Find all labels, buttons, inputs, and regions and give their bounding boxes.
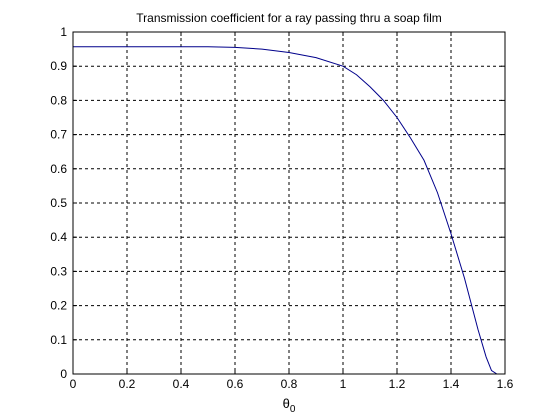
series-line (73, 46, 498, 375)
y-tick-label: 0.5 (50, 196, 67, 210)
x-tick-label: 0 (70, 377, 77, 391)
x-tick-label: 1.4 (443, 377, 460, 391)
x-axis-label-subscript: 0 (290, 404, 296, 415)
x-tick-label: 1 (340, 377, 347, 391)
y-tick-label: 0 (60, 367, 67, 381)
chart-title: Transmission coefficient for a ray passi… (136, 11, 441, 25)
y-tick-labels: 0 0.1 0.2 0.3 0.4 0.5 0.6 0.7 0.8 0.9 1 (50, 25, 67, 381)
grid-lines (73, 32, 505, 374)
y-tick-label: 0.2 (50, 299, 67, 313)
x-tick-labels: 0 0.2 0.4 0.6 0.8 1 1.2 1.4 1.6 (70, 377, 514, 391)
x-tick-label: 1.2 (389, 377, 406, 391)
x-axis-label-main: θ (283, 396, 290, 411)
y-tick-label: 0.6 (50, 162, 67, 176)
tick-marks (72, 31, 506, 375)
y-tick-label: 1 (60, 25, 67, 39)
y-tick-label: 0.9 (50, 59, 67, 73)
x-tick-label: 1.6 (497, 377, 514, 391)
y-tick-label: 0.8 (50, 93, 67, 107)
x-tick-label: 0.6 (227, 377, 244, 391)
x-axis-label: θ0 (283, 396, 296, 415)
x-tick-label: 0.4 (173, 377, 190, 391)
x-tick-label: 0.2 (119, 377, 136, 391)
y-tick-label: 0.1 (50, 333, 67, 347)
x-tick-label: 0.8 (281, 377, 298, 391)
y-tick-label: 0.3 (50, 264, 67, 278)
y-tick-label: 0.4 (50, 230, 67, 244)
y-tick-label: 0.7 (50, 128, 67, 142)
